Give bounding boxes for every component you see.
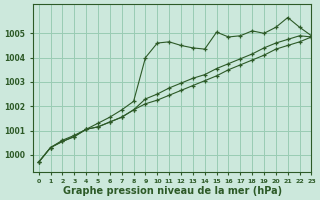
X-axis label: Graphe pression niveau de la mer (hPa): Graphe pression niveau de la mer (hPa) [63,186,282,196]
